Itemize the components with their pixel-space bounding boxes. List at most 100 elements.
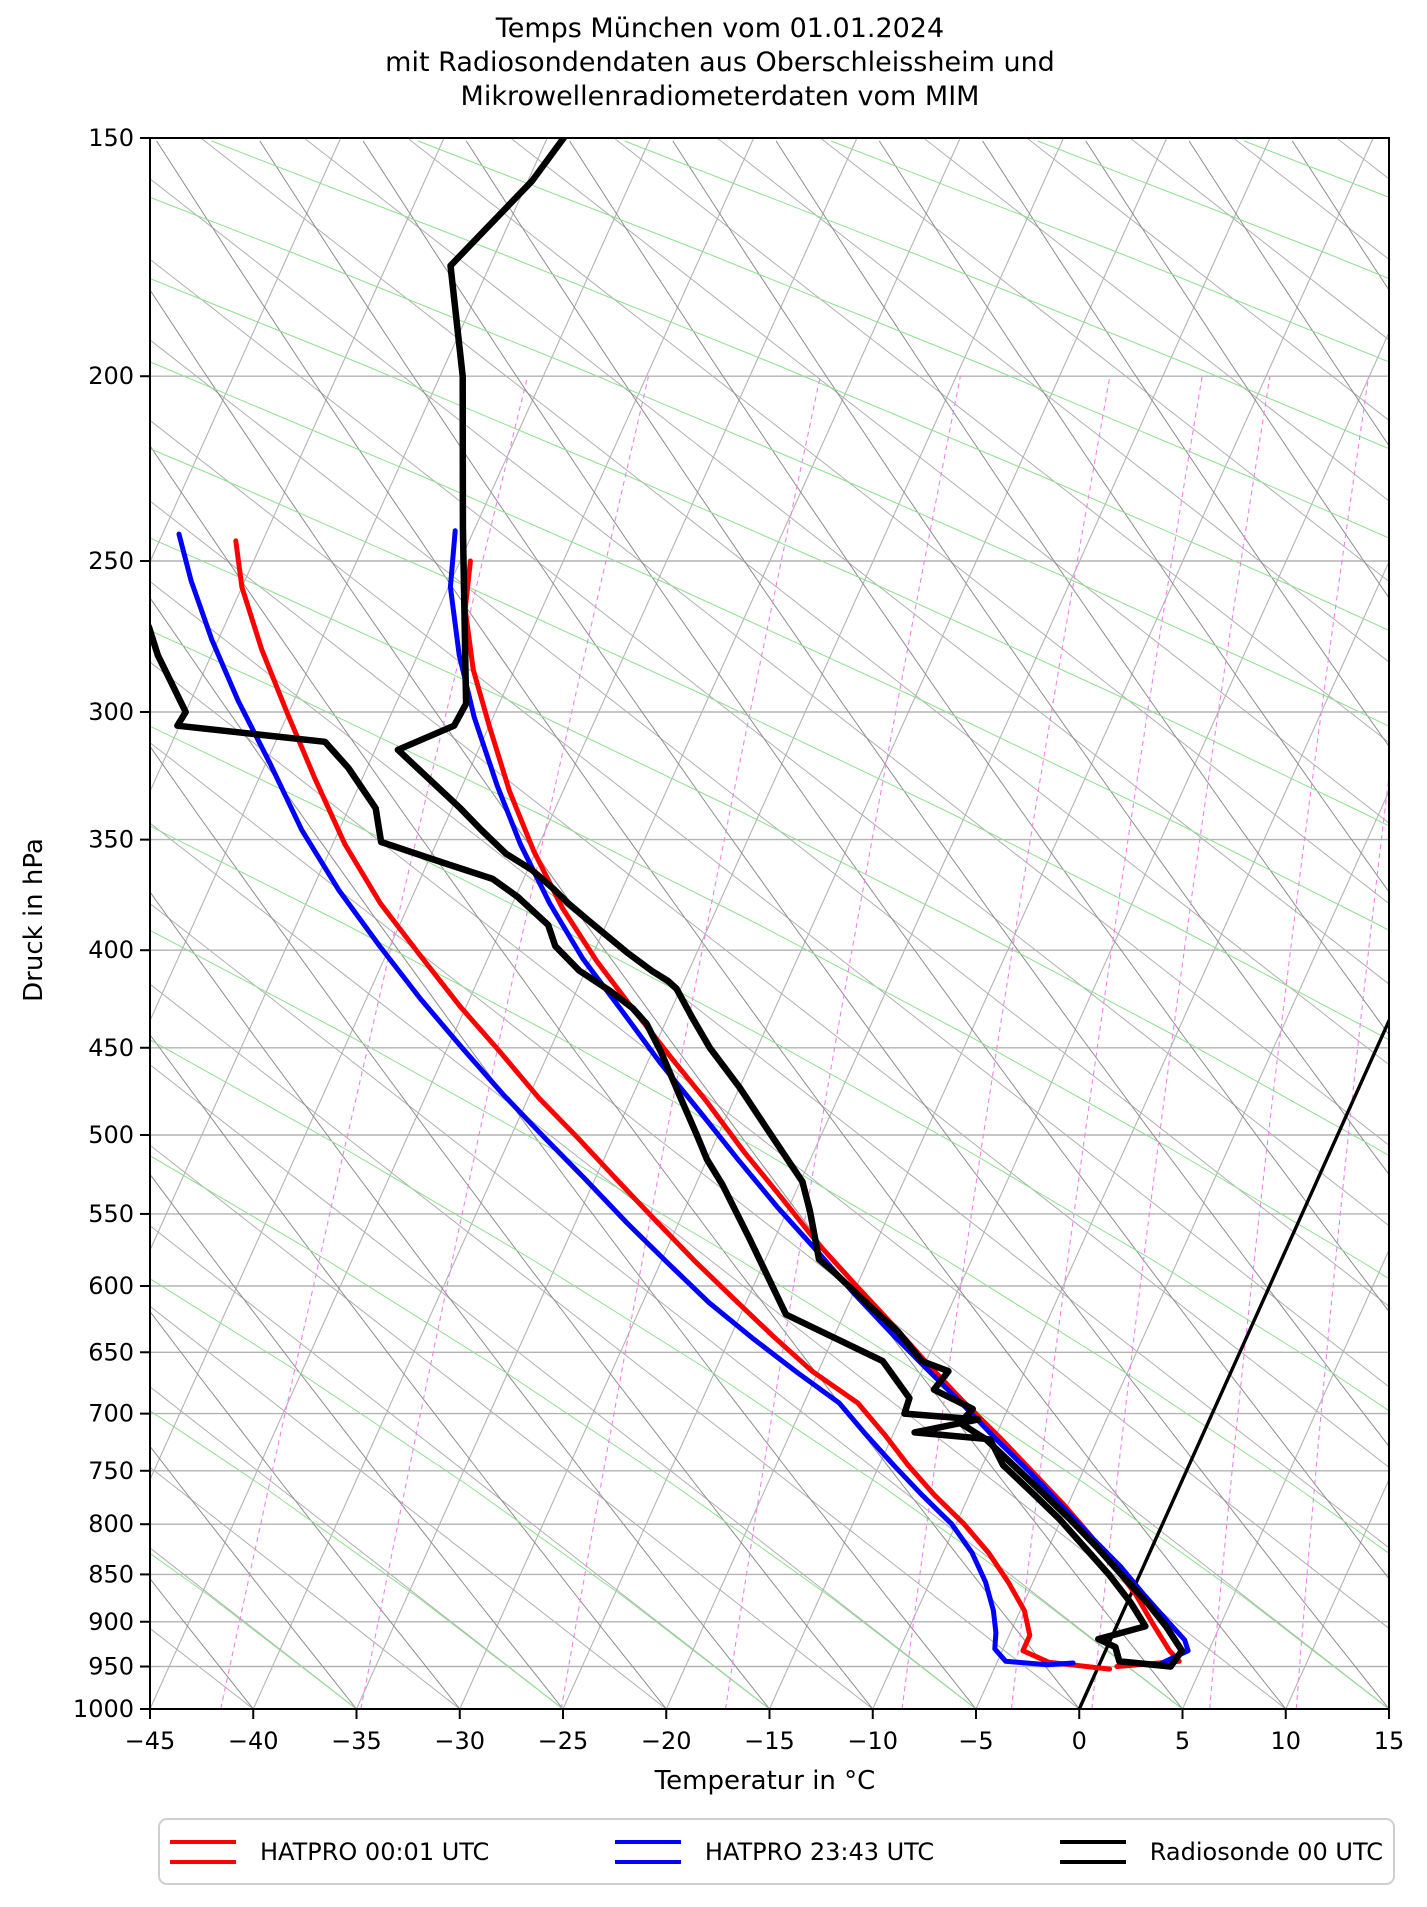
- grid-line: [150, 1155, 977, 1709]
- grid-line: [200, 138, 1389, 1066]
- grid-line: [417, 140, 1389, 539]
- legend-label-hatpro-0001: HATPRO 00:01 UTC: [260, 1837, 490, 1866]
- y-tick-label: 500: [88, 1121, 134, 1149]
- y-tick-label: 150: [88, 124, 134, 152]
- grid-line: [1233, 138, 1389, 261]
- grid-line: [560, 376, 821, 1709]
- profile-radiosonde-00-utc-temperature: [394, 138, 1186, 1670]
- grid-line: [1091, 376, 1271, 1709]
- grid-line: [1396, 141, 1427, 1709]
- grid-line: [150, 1310, 461, 1709]
- grid-line: [1188, 140, 1389, 447]
- title-line-1: Temps München vom 01.01.2024: [495, 13, 945, 44]
- grid-line: [150, 537, 1389, 1157]
- grid-line: [150, 745, 874, 1709]
- y-tick-label: 300: [88, 698, 134, 726]
- grid-line: [1209, 376, 1370, 1709]
- legend-box: HATPRO 00:01 UTC HATPRO 23:43 UTC Radios…: [158, 1818, 1395, 1885]
- y-tick-label: 900: [88, 1608, 134, 1636]
- grid-line: [150, 500, 1389, 1469]
- y-tick-label: 1000: [73, 1695, 134, 1723]
- y-tick-label: 350: [88, 826, 134, 854]
- grid-line: [150, 1033, 667, 1709]
- title-line-3: Mikrowellenradiometerdaten vom MIM: [460, 81, 980, 112]
- legend-blue-line-swatch-icon: [614, 1839, 681, 1864]
- grid-line: [150, 661, 1389, 1630]
- grid-line: [360, 376, 650, 1709]
- grid-line: [150, 891, 770, 1709]
- grid-line: [150, 196, 1389, 727]
- y-tick-label: 650: [88, 1338, 134, 1366]
- profile-hatpro-00-01-utc-temperature: [462, 558, 1182, 1669]
- grid-line: [150, 258, 1389, 1227]
- grid-line: [775, 140, 1389, 1036]
- x-tick-label: −5: [958, 1727, 993, 1755]
- grid-line: [878, 140, 1389, 893]
- x-tick-label: −20: [641, 1727, 692, 1755]
- grid-line: [150, 596, 977, 1709]
- title-line-2: mit Radiosondendaten aus Oberschleisshei…: [385, 47, 1055, 78]
- grid-line: [716, 138, 1389, 663]
- grid-line: [150, 580, 1389, 1549]
- grid-line: [150, 339, 1389, 1307]
- grid-line: [211, 140, 1389, 631]
- x-tick-label: 10: [1270, 1727, 1301, 1755]
- legend-label-radiosonde: Radiosonde 00 UTC: [1149, 1837, 1383, 1866]
- grid-line: [150, 1466, 461, 1709]
- grid-line: [150, 361, 1389, 931]
- grid-line: [1085, 140, 1389, 599]
- grid-line: [150, 277, 1389, 827]
- grid-line: [1423, 376, 1427, 1709]
- y-tick-label: 250: [88, 547, 134, 575]
- grid-line: [150, 1445, 357, 1709]
- grid-line: [1078, 1019, 1389, 1709]
- y-tick-label: 600: [88, 1272, 134, 1300]
- grid-line: [150, 983, 1080, 1709]
- grid-line: [150, 741, 1389, 1709]
- grid-line: [150, 444, 1080, 1709]
- grid-line: [872, 560, 1389, 1709]
- x-axis-label: Temperatur in °C: [654, 1766, 876, 1796]
- x-tick-label: −40: [228, 1727, 279, 1755]
- x-tick-label: −25: [538, 1727, 589, 1755]
- grid-line: [150, 1410, 564, 1709]
- grid-line: [150, 903, 1183, 1709]
- x-tick-label: −10: [847, 1727, 898, 1755]
- legend-label-hatpro-2343: HATPRO 23:43 UTC: [704, 1837, 935, 1866]
- profile-hatpro-00-01-utc-dewpoint: [233, 538, 1113, 1672]
- chart-title: Temps München vom 01.01.2024 mit Radioso…: [385, 12, 1055, 114]
- grid-line: [1181, 1248, 1389, 1709]
- y-tick-label: 750: [88, 1457, 134, 1485]
- x-tick-label: 0: [1072, 1727, 1087, 1755]
- grid-line: [150, 1039, 1183, 1709]
- y-tick-label: 450: [88, 1034, 134, 1062]
- y-tick-label: 850: [88, 1560, 134, 1588]
- x-tick-label: −35: [331, 1727, 382, 1755]
- grid-line: [1026, 138, 1389, 422]
- y-tick-label: 550: [88, 1200, 134, 1228]
- grid-line: [672, 140, 1389, 1176]
- grid-line: [150, 725, 1389, 1412]
- grid-line: [150, 448, 1389, 1041]
- grid-line: [150, 289, 1183, 1709]
- y-tick-label: 700: [88, 1400, 134, 1428]
- grid-line: [613, 138, 1389, 744]
- legend-entry-hatpro-0001: HATPRO 00:01 UTC: [170, 1838, 489, 1866]
- grid-line: [820, 138, 1389, 583]
- grid-line: [1010, 376, 1203, 1709]
- legend-red-line-swatch-icon: [170, 1839, 236, 1864]
- grid-line: [150, 629, 1389, 1280]
- x-tick-label: −30: [434, 1727, 485, 1755]
- grid-line: [923, 138, 1389, 502]
- legend-black-line-swatch-icon: [1059, 1839, 1126, 1864]
- grid-line: [150, 419, 1389, 1388]
- grid-line: [156, 140, 1287, 1709]
- y-tick-label: 800: [88, 1510, 134, 1538]
- y-tick-label: 950: [88, 1653, 134, 1681]
- x-tick-label: 15: [1374, 1727, 1405, 1755]
- grid-line: [1388, 1707, 1389, 1709]
- plot-area: [150, 138, 1427, 1709]
- y-tick-label: 400: [88, 936, 134, 964]
- grid-line: [362, 140, 1389, 1580]
